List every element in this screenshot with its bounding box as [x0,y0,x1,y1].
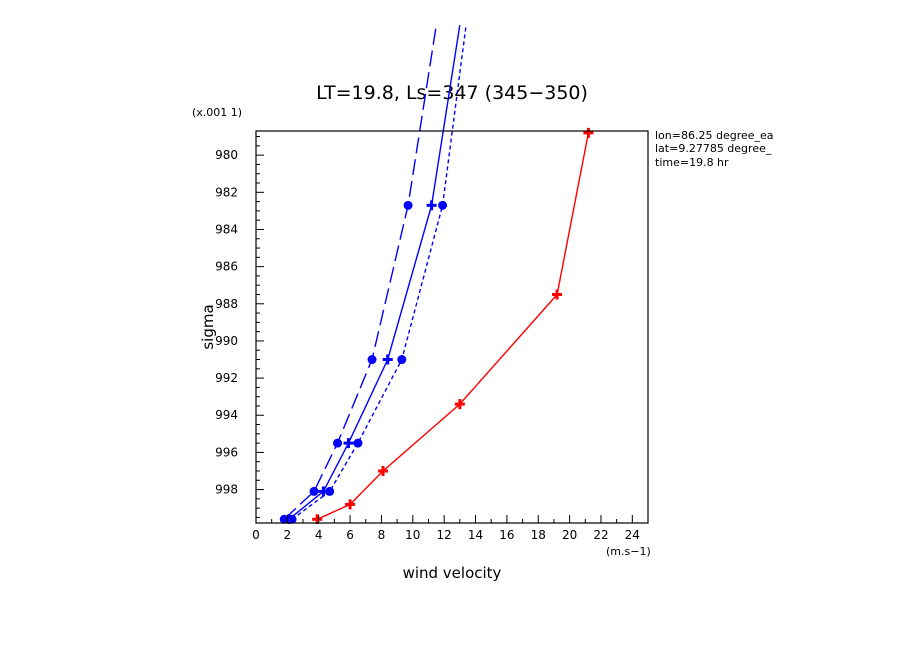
y-axis-label: sigma [199,304,217,349]
y-tick-label: 994 [215,408,238,422]
data-point [345,499,356,510]
x-tick-label: 10 [405,528,420,542]
x-tick-label: 18 [531,528,546,542]
x-tick-label: 0 [252,528,260,542]
data-point [454,399,465,410]
y-tick-label: 982 [215,185,238,199]
x-tick-label: 8 [378,528,386,542]
x-unit-label: (m.s−1) [606,545,651,558]
y-tick-label: 980 [215,148,238,162]
data-point [309,486,319,496]
x-tick-label: 14 [468,528,483,542]
x-tick-label: 2 [284,528,292,542]
data-point [382,354,393,365]
x-tick-label: 20 [562,528,577,542]
data-point [378,465,389,476]
x-tick-label: 4 [315,528,323,542]
info-time: time=19.8 hr [655,156,729,169]
x-tick-label: 12 [437,528,452,542]
x-tick-label: 6 [346,528,354,542]
y-tick-label: 996 [215,445,238,459]
data-point [367,355,377,365]
data-point [333,438,343,448]
series-line-1 [283,24,437,520]
data-point [325,486,335,496]
info-box: lon=86.25 degree_ea lat=9.27785 degree_ … [655,129,774,169]
data-point [353,438,363,448]
plot-frame [255,130,649,524]
x-tick-label: 24 [625,528,640,542]
data-point [403,200,413,210]
y-axis: 980 982 984 986 988 990 992 994 996 998 [215,136,264,518]
y-tick-label: 990 [215,334,238,348]
x-axis-label: wind velocity [403,564,502,582]
data-point [583,127,594,138]
y-tick-label: 986 [215,260,238,274]
x-tick-label: 22 [593,528,608,542]
data-point [426,200,437,211]
data-point [343,438,354,449]
y-tick-label: 984 [215,222,238,236]
series-line-3 [291,25,467,520]
y-tick-label: 992 [215,371,238,385]
plot-area: 0 2 4 6 8 10 12 14 16 18 20 22 24 980982984986988990… [215,24,649,542]
series-line-2 [288,24,461,520]
data-point [552,289,563,300]
data-point [287,514,297,524]
series-line-4 [316,132,590,520]
chart-title: LT=19.8, Ls=347 (345−350) [316,82,588,104]
series-layer [279,24,594,524]
data-point [438,200,448,210]
info-lat: lat=9.27785 degree_ [655,142,772,155]
y-scale-label: (x.001 1) [192,106,242,119]
y-tick-label: 998 [215,483,238,497]
y-tick-label: 988 [215,297,238,311]
info-lon: lon=86.25 degree_ea [655,129,774,142]
x-axis: 0 2 4 6 8 10 12 14 16 18 20 22 24 [252,515,649,542]
data-point [397,355,407,365]
x-tick-label: 16 [499,528,514,542]
